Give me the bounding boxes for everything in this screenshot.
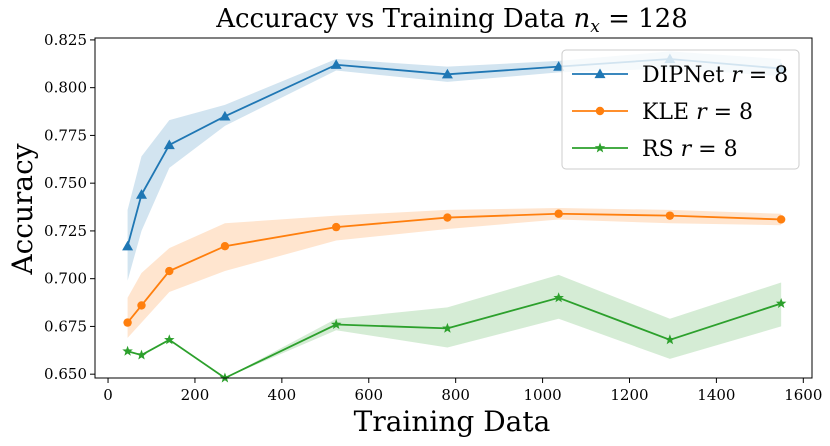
rs-point: [136, 349, 147, 360]
dipnet-point: [163, 139, 175, 150]
rs-point: [122, 345, 133, 356]
chart-title: Accuracy vs Training Data nx = 128: [215, 4, 688, 37]
plot-frame: [94, 37, 813, 379]
rs-point: [775, 298, 787, 308]
x-tick-label: 600: [354, 386, 383, 404]
kle-point: [554, 209, 563, 218]
rs-point: [664, 334, 676, 345]
kle-legend-marker: [595, 106, 605, 116]
y-tick-label: 0.675: [44, 317, 87, 335]
x-tick-label: 200: [181, 386, 210, 404]
x-tick-label: 400: [268, 386, 297, 404]
kle-point: [165, 266, 174, 276]
y-tick-label: 0.650: [44, 365, 87, 383]
y-tick-label: 0.725: [44, 222, 87, 240]
x-tick-label: 1600: [784, 386, 822, 404]
rs-point: [330, 319, 342, 329]
kle-confidence-band: [127, 208, 782, 338]
x-tick-label: 800: [441, 386, 470, 404]
rs-point: [219, 372, 231, 383]
kle-point: [331, 222, 341, 232]
kle-point: [776, 215, 786, 224]
x-tick-label: 1200: [610, 386, 648, 404]
x-axis-ticks: 0 200 400 600 800 1000 1200 1400 1600: [103, 378, 822, 404]
dipnet-point: [122, 240, 134, 251]
y-tick-label: 0.775: [44, 126, 87, 144]
dipnet-point: [135, 189, 147, 199]
kle-point: [665, 211, 675, 220]
x-tick-label: 1400: [697, 386, 735, 404]
rs-point: [442, 322, 453, 333]
kle-point: [443, 213, 452, 222]
y-tick-label: 0.800: [44, 79, 87, 97]
dipnet-point: [330, 59, 342, 69]
x-tick-label: 1000: [523, 386, 561, 404]
dipnet-legend-label: DIPNet r = 8: [642, 63, 788, 88]
kle-point: [137, 301, 146, 310]
dipnet-legend-marker: [594, 68, 606, 79]
y-tick-label: 0.750: [44, 174, 87, 192]
y-tick-label: 0.700: [44, 270, 87, 288]
x-tick-label: 0: [103, 386, 113, 404]
y-tick-label: 0.825: [44, 31, 87, 49]
legend: DIPNet r = 8 KLE r = 8 RS r = 8: [561, 49, 800, 170]
legend-box: [561, 49, 800, 170]
rs-legend-marker: [594, 142, 606, 153]
y-axis-ticks: 0.650 0.675 0.700 0.725 0.750 0.775 0.800 0.825: [44, 31, 95, 383]
dipnet-point: [219, 110, 231, 121]
dipnet-point: [441, 68, 453, 79]
rs-point: [553, 292, 564, 303]
kle-point: [123, 318, 132, 327]
dipnet-point: [553, 61, 565, 71]
kle-point: [220, 242, 230, 251]
y-axis-label: Accuracy: [6, 143, 39, 275]
kle-legend-label: KLE r = 8: [642, 100, 753, 125]
rs-point: [164, 334, 175, 345]
x-axis-label: Training Data: [354, 405, 551, 438]
rs-legend-label: RS r = 8: [642, 137, 738, 162]
